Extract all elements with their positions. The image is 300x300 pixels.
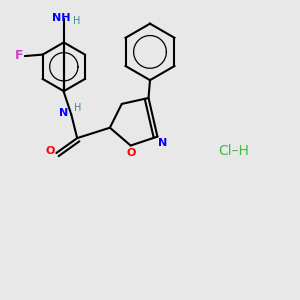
Text: H: H	[74, 16, 81, 26]
Text: N: N	[59, 108, 68, 118]
Text: F: F	[15, 49, 24, 62]
Text: NH: NH	[52, 13, 71, 23]
Text: N: N	[158, 138, 167, 148]
Text: O: O	[127, 148, 136, 158]
Text: O: O	[45, 146, 55, 156]
Text: Cl–H: Cl–H	[218, 145, 249, 158]
Text: H: H	[74, 103, 82, 113]
